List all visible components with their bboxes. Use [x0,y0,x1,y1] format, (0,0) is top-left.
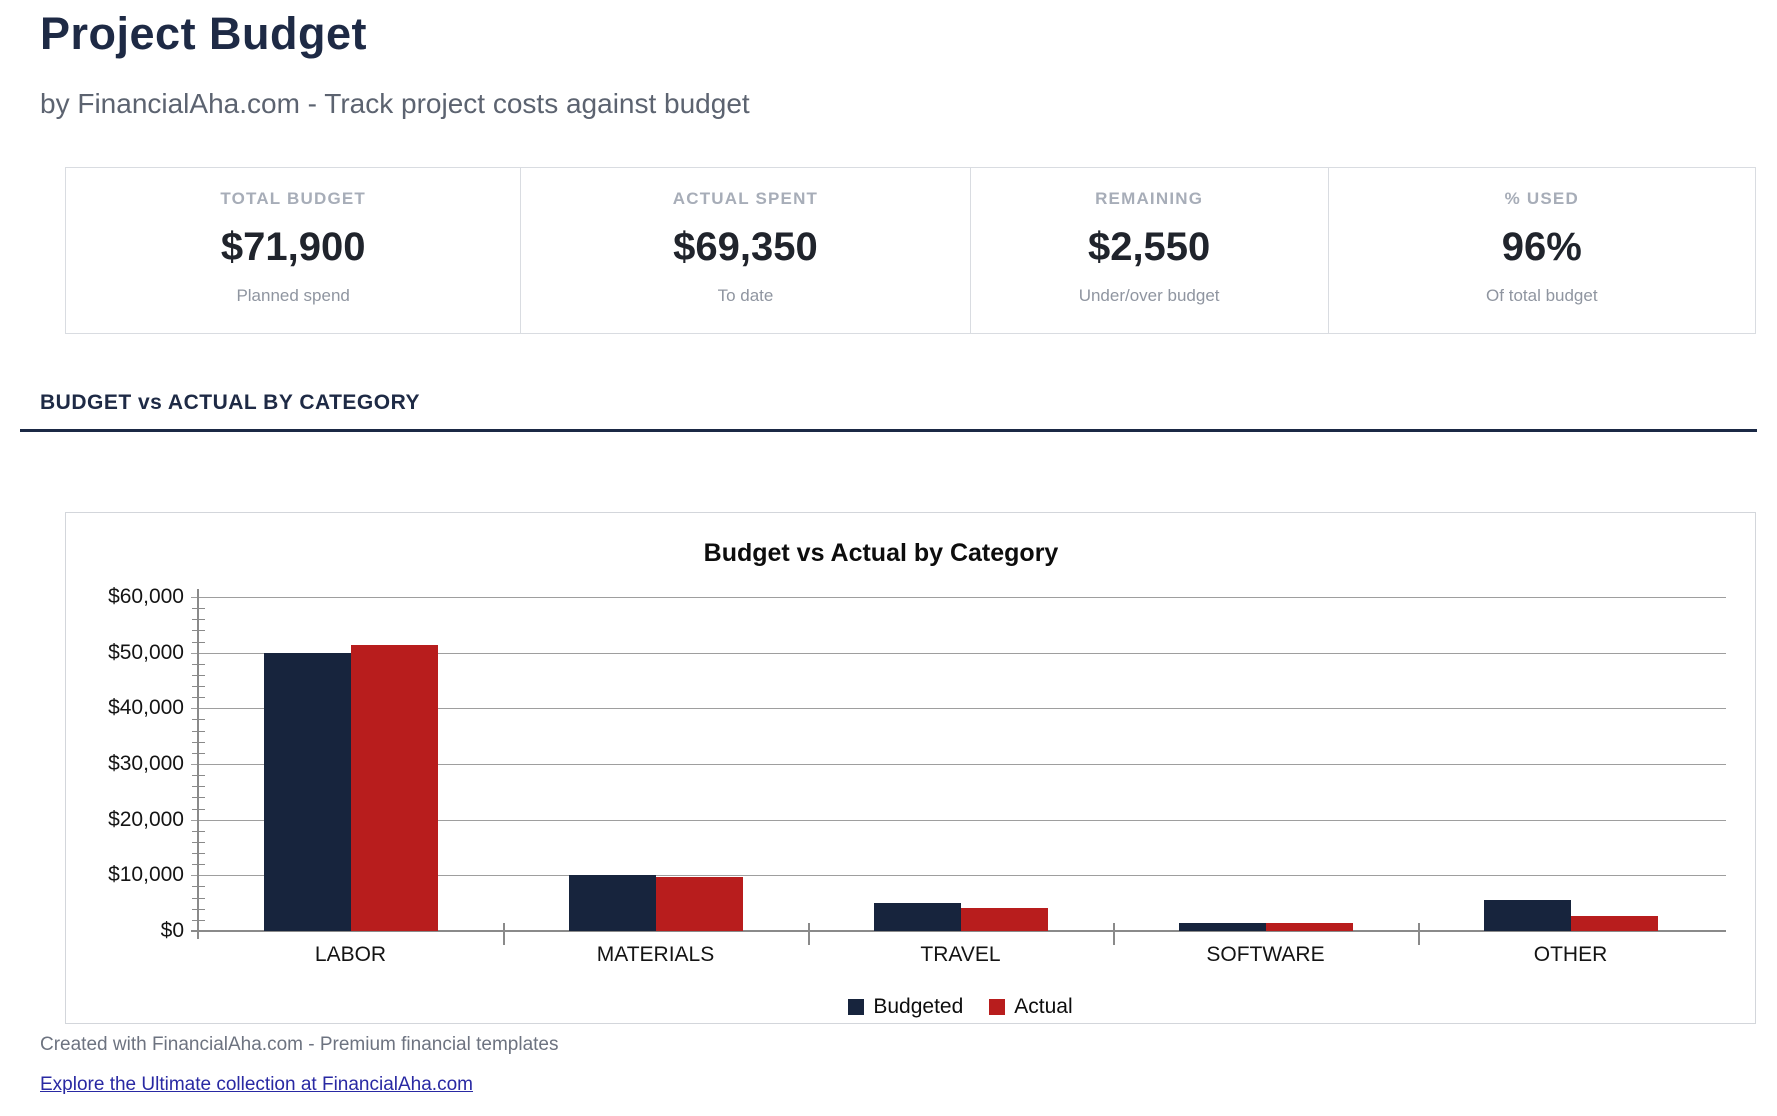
y-gridline [191,819,1726,821]
bar-actual-materials [655,877,743,931]
x-axis-category-label: OTHER [1533,943,1608,966]
stat-label: REMAINING [1095,189,1204,208]
stat-label: TOTAL BUDGET [220,189,366,208]
x-axis-tick [503,923,505,945]
x-axis-category-label: TRAVEL [920,943,1001,966]
y-axis-tick-label: $40,000 [108,696,184,720]
bar-budgeted-travel [873,903,961,931]
legend-label: Actual [1014,995,1073,1018]
legend-swatch-icon [989,999,1006,1015]
y-gridline [191,764,1726,765]
bar-actual-travel [960,908,1048,931]
legend-item-budgeted: Budgeted [848,995,963,1019]
x-axis-tick [1113,923,1115,945]
section-heading: BUDGET vs ACTUAL BY CATEGORY [40,391,420,414]
chart-plot: $0 $10,000 $20,000 $30,000 $40,000 $50,000 $60… [108,585,1726,966]
footer-link[interactable]: Explore the Ultimate collection at Finan… [40,1074,473,1095]
bar-actual-software [1265,923,1353,931]
stat-card-percent-used: % USED 96% Of total budget [1327,168,1755,333]
chart-legend: Budgeted Actual [198,995,1723,1019]
page-title: Project Budget [40,8,368,59]
x-axis-tick [808,923,810,945]
stat-value: 96% [1501,225,1582,269]
y-axis-tick-label: $20,000 [108,807,184,831]
y-axis-tick-label: $0 [160,919,184,942]
bar-budgeted-other [1483,900,1571,931]
y-axis-tick-label: $60,000 [108,585,184,608]
section-divider [20,429,1757,432]
bar-budgeted-software [1178,923,1266,931]
legend-label: Budgeted [873,995,964,1018]
stat-sublabel: Of total budget [1486,286,1598,305]
chart-card: Budget vs Actual by Category $0 $10,000 $2… [65,512,1756,1024]
stats-row: TOTAL BUDGET $71,900 Planned spend ACTUA… [65,167,1756,334]
stat-value: $2,550 [1087,225,1211,269]
chart-title: Budget vs Actual by Category [703,539,1059,567]
stat-card-remaining: REMAINING $2,550 Under/over budget [969,168,1328,333]
x-axis-line [191,930,1726,932]
stat-card-actual-spent: ACTUAL SPENT $69,350 To date [520,168,969,333]
x-axis-category-label: LABOR [314,943,387,966]
y-axis-tick-label: $50,000 [108,640,184,664]
footer-credit: Created with FinancialAha.com - Premium … [40,1034,559,1055]
y-axis-tick-label: $30,000 [108,752,184,775]
x-axis-tick [1418,923,1420,945]
y-axis-line [197,589,199,939]
stat-label: % USED [1504,189,1579,208]
x-axis-category-label: MATERIALS [596,943,715,966]
stat-value: $71,900 [220,225,366,269]
stat-sublabel: To date [717,286,774,305]
y-axis-tick-label: $10,000 [108,863,184,887]
bar-actual-other [1570,916,1658,931]
stat-label: ACTUAL SPENT [672,189,819,208]
stat-sublabel: Planned spend [236,286,350,305]
stat-sublabel: Under/over budget [1078,286,1220,305]
bar-budgeted-labor [263,653,351,931]
stat-value: $69,350 [673,225,818,269]
y-gridline [191,652,1726,654]
y-gridline [191,708,1726,710]
bar-budgeted-materials [568,875,656,931]
stat-card-total-budget: TOTAL BUDGET $71,900 Planned spend [66,168,520,333]
legend-item-actual: Actual [989,995,1073,1019]
y-gridline [191,597,1726,598]
x-axis-category-label: SOFTWARE [1206,943,1325,966]
page-subtitle: by FinancialAha.com - Track project cost… [40,88,750,119]
legend-swatch-icon [848,999,865,1015]
y-gridline [191,875,1726,877]
bar-actual-labor [350,645,438,931]
